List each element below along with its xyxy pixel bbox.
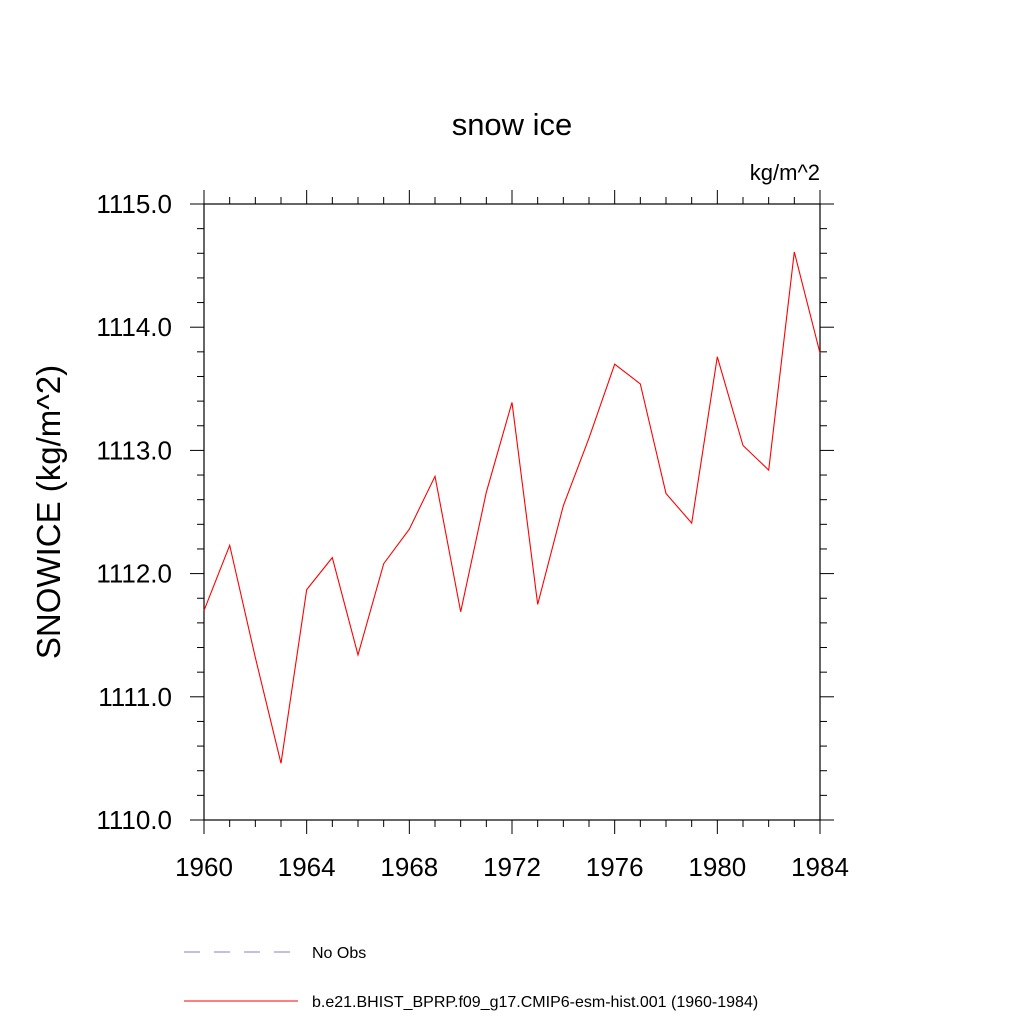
x-tick-label: 1964 bbox=[278, 852, 336, 882]
y-tick-label: 1111.0 bbox=[98, 682, 172, 712]
series-layer bbox=[203, 251, 821, 764]
y-tick-label: 1115.0 bbox=[96, 189, 172, 219]
legend-label: b.e21.BHIST_BPRP.f09_g17.CMIP6-esm-hist.… bbox=[312, 994, 758, 1011]
x-tick-label: 1980 bbox=[688, 852, 746, 882]
x-tick-label: 1960 bbox=[175, 852, 233, 882]
minor-ticks bbox=[197, 197, 827, 827]
units-label: kg/m^2 bbox=[750, 160, 820, 185]
plot-border bbox=[203, 203, 821, 821]
plot-frame bbox=[203, 203, 821, 821]
legend-label: No Obs bbox=[312, 945, 366, 962]
y-tick-label: 1113.0 bbox=[96, 435, 172, 465]
y-axis-ticks: 1110.0 1111.0 1112.0 1113.0 1114.0 1115.0 bbox=[96, 189, 834, 835]
x-tick-label: 1984 bbox=[791, 852, 849, 882]
y-tick-label: 1110.0 bbox=[96, 805, 172, 835]
x-tick-label: 1972 bbox=[483, 852, 541, 882]
chart-title: snow ice bbox=[452, 107, 573, 142]
x-tick-label: 1976 bbox=[586, 852, 644, 882]
y-axis-label: SNOWICE (kg/m^2) bbox=[30, 365, 67, 659]
y-tick-label: 1114.0 bbox=[96, 312, 172, 342]
legend: No Obs b.e21.BHIST_BPRP.f09_g17.CMIP6-esm… bbox=[184, 945, 758, 1011]
x-tick-label: 1968 bbox=[380, 852, 438, 882]
series-line bbox=[203, 251, 821, 764]
y-tick-label: 1112.0 bbox=[96, 559, 172, 589]
x-axis-ticks: 1960 1964 1968 1972 1976 1980 1984 bbox=[175, 190, 849, 882]
